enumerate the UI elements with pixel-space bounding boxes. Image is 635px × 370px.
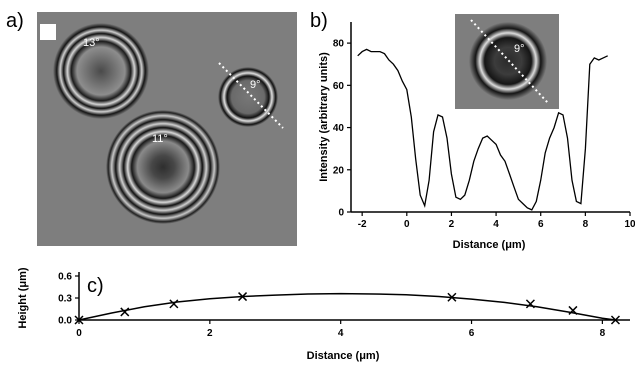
x-tick-label: 10 (624, 219, 635, 230)
data-point-marker (447, 292, 457, 302)
x-tick-label: 4 (338, 328, 344, 339)
y-axis-title: Height (μm) (17, 267, 29, 328)
y-tick-label: 0 (338, 208, 344, 219)
panel-a-label: a) (6, 10, 24, 32)
intensity-line (357, 48, 608, 211)
data-point-marker (169, 299, 179, 309)
y-tick-label: 40 (333, 123, 345, 134)
y-tick-label: 0.3 (58, 294, 72, 305)
x-tick-label: 8 (583, 219, 589, 230)
intensity-chart: -2 0 2 4 6 8 10 0 20 40 60 80 Distance (μm) Intensi… (318, 14, 635, 251)
height-fit-line (78, 292, 616, 321)
data-point-marker (74, 315, 84, 325)
inset-angle-label: 9° (514, 43, 525, 55)
y-axis-title: Intensity (arbitrary units) (318, 52, 330, 182)
data-point-marker (120, 307, 130, 317)
droplet-angle-label: 11° (152, 133, 168, 145)
x-tick-label: 6 (538, 219, 544, 230)
y-tick-label: 0.0 (58, 316, 72, 327)
x-tick-label: 0 (76, 328, 82, 339)
data-point-marker (610, 315, 620, 325)
inset-profile-line (470, 19, 549, 104)
y-tick-label: 20 (333, 165, 345, 176)
data-point-marker (525, 299, 535, 309)
scale-marker (40, 24, 56, 40)
data-point-marker (238, 292, 248, 302)
height-chart: 0 2 4 6 8 0.0 0.3 0.6 Distance (μm) Height (μm) (17, 267, 630, 362)
x-tick-label: -2 (358, 219, 367, 230)
profile-line (218, 62, 284, 129)
x-tick-label: 2 (449, 219, 455, 230)
data-point-marker (568, 305, 578, 315)
droplet-11 (106, 110, 220, 224)
droplet-9 (218, 67, 278, 127)
x-tick-label: 0 (404, 219, 410, 230)
y-tick-label: 80 (333, 39, 345, 50)
y-tick-label: 60 (333, 81, 345, 92)
y-tick-label: 0.6 (58, 272, 72, 283)
droplet-angle-label: 13° (83, 37, 100, 49)
x-axis-title: Distance (μm) (453, 239, 526, 251)
x-axis-title: Distance (μm) (307, 350, 380, 362)
x-tick-label: 2 (207, 328, 213, 339)
droplet-angle-label: 9° (250, 79, 261, 91)
x-tick-label: 6 (469, 328, 475, 339)
panel-c-label: c) (87, 275, 104, 297)
inset-image: 9° (455, 14, 559, 109)
micrograph-panel: 13° 9° 11° (37, 12, 297, 246)
droplet-13 (53, 23, 149, 119)
panel-b-label: b) (310, 10, 328, 32)
x-tick-label: 8 (600, 328, 606, 339)
x-tick-label: 4 (493, 219, 499, 230)
